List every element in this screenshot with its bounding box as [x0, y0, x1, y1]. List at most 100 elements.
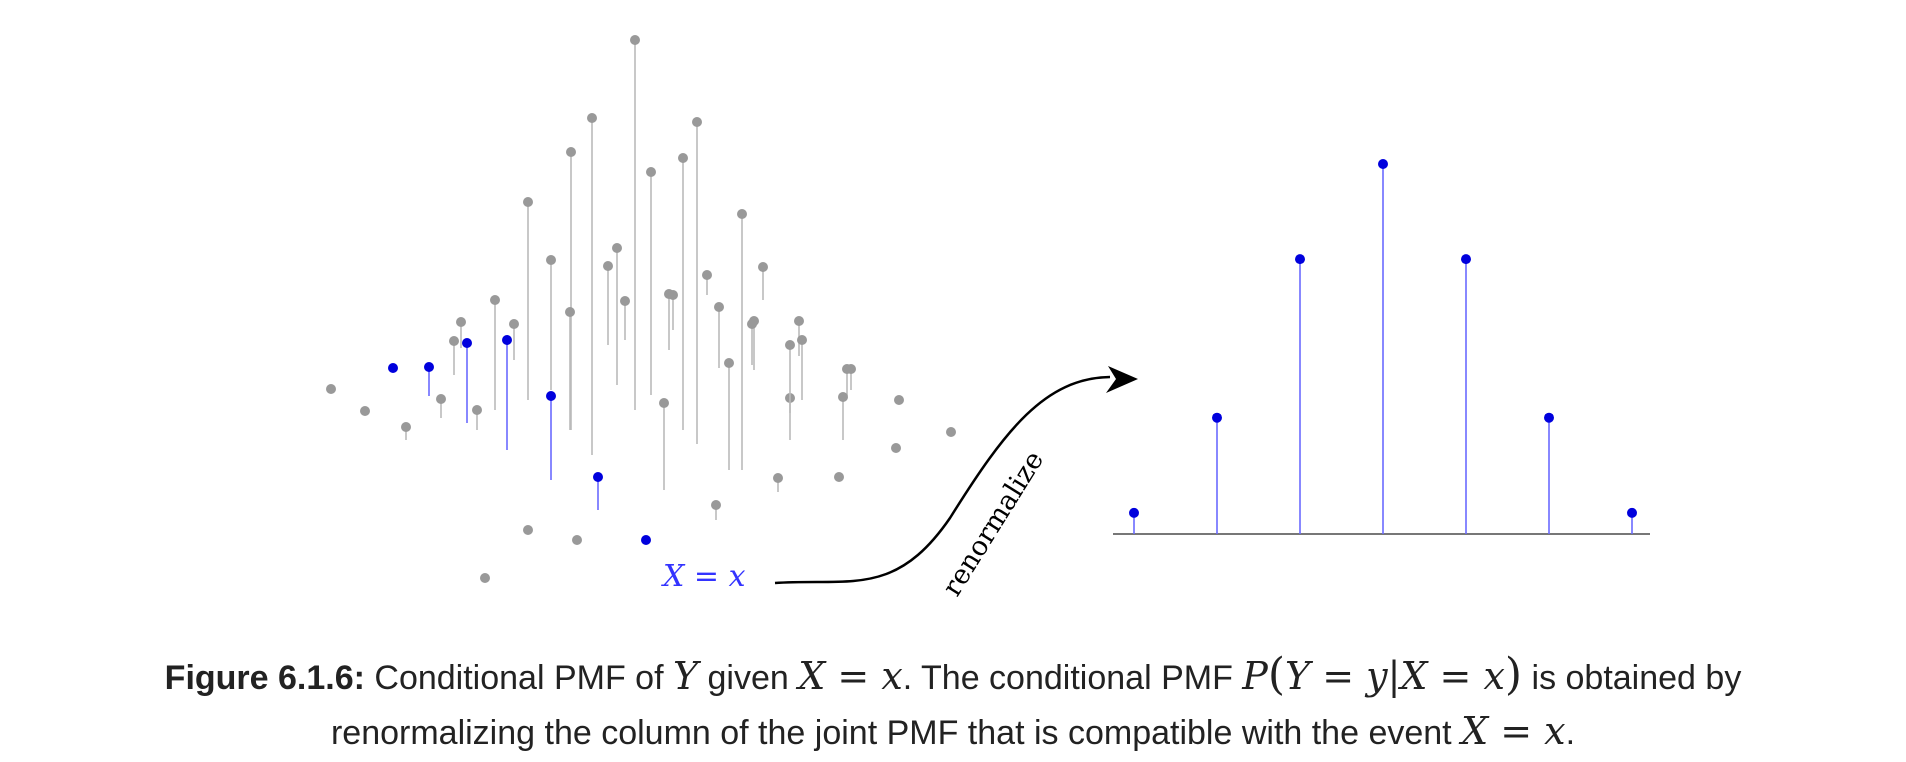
- joint-pmf-point-6-dot: [678, 153, 688, 163]
- joint-pmf-point-7-dot: [646, 167, 656, 177]
- highlight-point-2: [424, 362, 434, 396]
- highlight-point-1: [388, 363, 398, 373]
- joint-pmf-point-27: [668, 290, 678, 330]
- joint-pmf-point-41-dot: [834, 472, 844, 482]
- joint-pmf-point-30-dot: [724, 358, 734, 368]
- joint-pmf-point-11: [565, 307, 575, 430]
- highlight-point-5: [546, 391, 556, 480]
- conditional-pmf-stem-3: [1295, 254, 1305, 534]
- renormalize-arrow-head: [1106, 366, 1138, 393]
- joint-pmf-point-20: [449, 336, 459, 375]
- caption-math-y: Y: [672, 654, 699, 698]
- caption-text-6: .: [1565, 714, 1576, 752]
- renormalize-label: renormalize: [937, 446, 1051, 602]
- renormalize-arrow: [774, 366, 1138, 585]
- caption-text-5: renormalizing the column of the joint PM…: [330, 714, 1462, 752]
- highlight-point-4: [502, 335, 512, 450]
- joint-pmf-point-3-dot: [566, 147, 576, 157]
- caption-text-4: is obtained by: [1522, 659, 1742, 697]
- joint-pmf-point-19-dot: [360, 406, 370, 416]
- conditional-pmf-figure: X = x renormalize: [326, 35, 1650, 602]
- joint-pmf-point-47: [480, 573, 490, 583]
- joint-pmf-point-29-dot: [758, 262, 768, 272]
- joint-pmf-point-22: [702, 270, 712, 295]
- joint-pmf-point-44: [946, 427, 956, 437]
- joint-pmf-point-4: [523, 197, 533, 400]
- joint-pmf-point-19: [360, 406, 370, 416]
- joint-pmf-point-42: [894, 395, 904, 405]
- caption-text-1: Conditional PMF of: [364, 659, 673, 697]
- joint-pmf-point-5-dot: [692, 117, 702, 127]
- joint-pmf-point-15: [472, 405, 482, 430]
- joint-pmf-point-34-dot: [785, 340, 795, 350]
- joint-pmf-point-14: [509, 319, 519, 360]
- joint-pmf-point-24-dot: [620, 296, 630, 306]
- renormalize-arrow-curve: [774, 375, 1111, 585]
- joint-pmf-point-16: [436, 394, 446, 418]
- highlight-point-5-dot: [546, 391, 556, 401]
- caption-math-x-eq-x: X = x: [798, 654, 903, 698]
- conditional-pmf-stem-3-dot: [1295, 254, 1305, 265]
- conditional-pmf-stem-6: [1544, 412, 1554, 534]
- caption-text-2: given: [698, 659, 799, 697]
- joint-pmf-point-45-dot: [523, 525, 533, 535]
- highlight-point-4-dot: [502, 335, 512, 345]
- joint-pmf-point-38-dot: [846, 364, 856, 374]
- joint-pmf-point-13: [490, 295, 500, 410]
- caption-line-1: Figure 6.1.6: Conditional PMF of Y given…: [0, 648, 1906, 705]
- joint-pmf-point-36: [711, 500, 721, 520]
- caption-line-2: renormalizing the column of the joint PM…: [0, 705, 1906, 760]
- joint-pmf-point-40-dot: [797, 335, 807, 345]
- caption-math-x-eq-x-2: X = x: [1461, 709, 1566, 753]
- joint-pmf-point-2: [587, 113, 597, 455]
- caption-math-close-paren: ): [1504, 649, 1523, 700]
- joint-pmf-point-18-dot: [326, 384, 336, 394]
- highlight-point-1-dot: [388, 363, 398, 373]
- joint-pmf-point-25-dot: [659, 398, 669, 408]
- highlight-point-2-dot: [424, 362, 434, 372]
- conditional-pmf-stem-4: [1378, 159, 1388, 534]
- conditional-pmf-stem-1-dot: [1129, 507, 1139, 518]
- joint-pmf-point-12-dot: [603, 261, 613, 271]
- caption-math-p: P: [1242, 654, 1268, 698]
- joint-pmf-point-43: [891, 443, 901, 453]
- joint-pmf-point-39-dot: [838, 392, 848, 402]
- figure-caption: Figure 6.1.6: Conditional PMF of Y given…: [0, 648, 1906, 760]
- joint-pmf-point-20-dot: [449, 336, 459, 346]
- joint-pmf-point-16-dot: [436, 394, 446, 404]
- joint-pmf-point-5: [692, 117, 702, 444]
- joint-pmf-point-47-dot: [480, 573, 490, 583]
- joint-pmf-point-12: [603, 261, 613, 345]
- joint-pmf-point-18: [326, 384, 336, 394]
- joint-pmf-point-11-dot: [565, 307, 575, 317]
- conditional-pmf-stem-5-dot: [1461, 254, 1471, 265]
- event-label-x-equals-x: X = x: [661, 559, 746, 594]
- joint-pmf-point-6: [678, 153, 688, 430]
- highlight-point-6-dot: [593, 472, 603, 482]
- joint-pmf-point-15-dot: [472, 405, 482, 415]
- joint-pmf-point-36-dot: [711, 500, 721, 510]
- joint-pmf-point-21: [456, 317, 466, 348]
- joint-pmf-point-1: [630, 35, 640, 410]
- joint-pmf-point-41: [834, 472, 844, 482]
- joint-pmf-point-8-dot: [737, 209, 747, 219]
- joint-pmf-point-45: [523, 525, 533, 535]
- joint-pmf-point-46-dot: [572, 535, 582, 545]
- joint-pmf-point-22-dot: [702, 270, 712, 280]
- joint-pmf-point-27-dot: [668, 290, 678, 300]
- conditional-pmf-stem-2: [1212, 412, 1222, 534]
- conditional-pmf-stem-7: [1627, 507, 1637, 534]
- joint-pmf-point-4-dot: [523, 197, 533, 207]
- joint-pmf-point-29: [758, 262, 768, 300]
- joint-pmf-point-35: [773, 473, 783, 492]
- joint-pmf-point-26-dot: [714, 302, 724, 312]
- joint-pmf-point-8: [737, 209, 747, 470]
- highlight-point-6: [593, 472, 603, 510]
- highlight-point-7-dot: [641, 535, 651, 545]
- conditional-pmf-stem-5: [1461, 254, 1471, 534]
- joint-pmf-point-17-dot: [401, 422, 411, 432]
- conditional-pmf-stem-1: [1129, 507, 1139, 534]
- caption-math-open-paren: (: [1267, 649, 1286, 700]
- joint-pmf-stem-plot: [326, 35, 956, 583]
- highlight-point-3-dot: [462, 338, 472, 348]
